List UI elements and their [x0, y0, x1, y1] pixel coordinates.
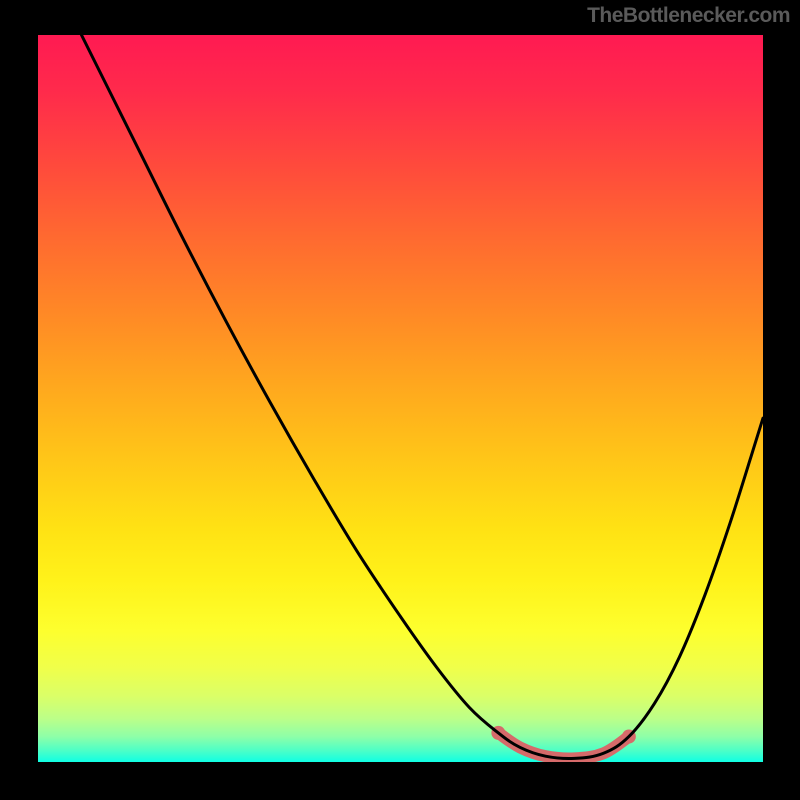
watermark-text: TheBottlenecker.com [587, 4, 790, 28]
chart-container: TheBottlenecker.com [0, 0, 800, 800]
gradient-background [38, 35, 763, 762]
plot-area [38, 35, 763, 762]
chart-svg [38, 35, 763, 762]
